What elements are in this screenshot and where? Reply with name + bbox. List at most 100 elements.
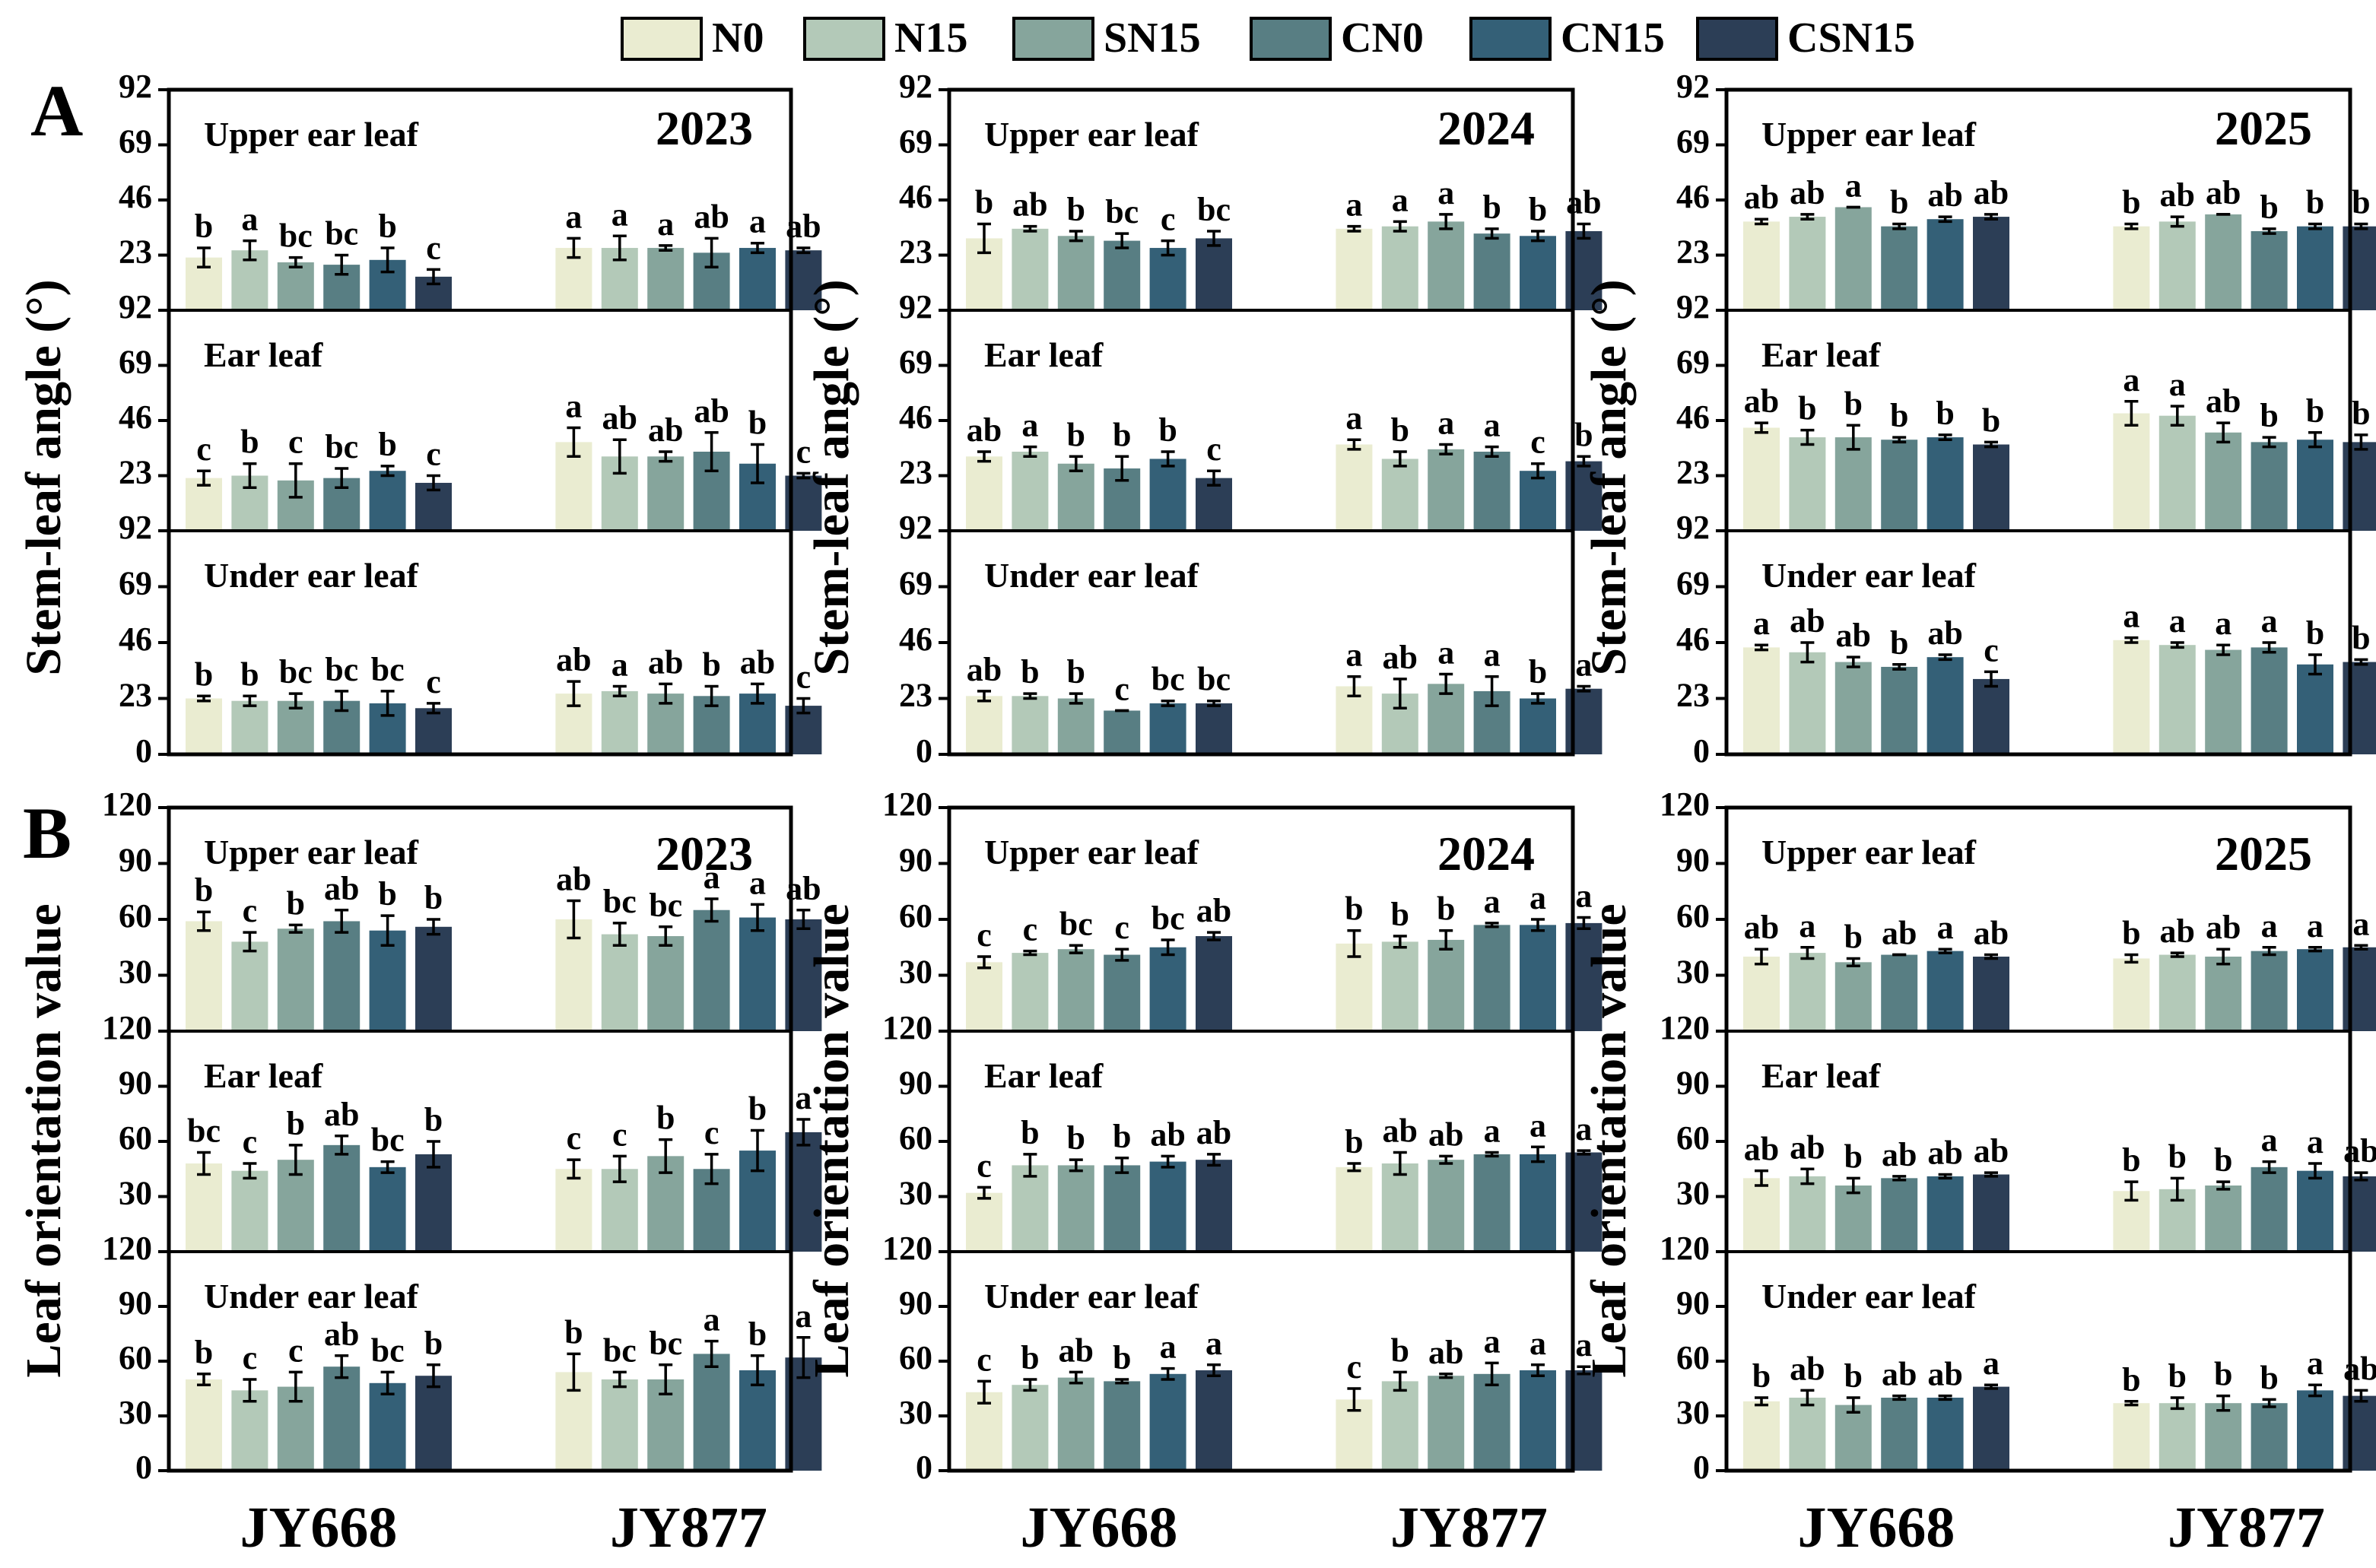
bar-jy877-n0 xyxy=(2113,413,2150,531)
significance-letter: ab xyxy=(1383,1113,1418,1150)
significance-letter: b xyxy=(1844,918,1863,955)
significance-letter: b xyxy=(1482,189,1501,226)
bar-jy877-n15 xyxy=(1381,459,1418,531)
significance-letter: a xyxy=(1529,1106,1546,1144)
y-tick-label: 30 xyxy=(1676,1394,1710,1431)
significance-letter: a xyxy=(704,1301,720,1338)
significance-letter: bc xyxy=(371,651,405,688)
significance-letter: ab xyxy=(1974,1132,2009,1170)
plot-frame xyxy=(167,87,793,757)
year-label: 2024 xyxy=(1437,101,1535,155)
significance-letter: ab xyxy=(648,411,683,449)
significance-letter: a xyxy=(2123,598,2139,635)
significance-letter: a xyxy=(1345,399,1362,436)
x-category-label: JY877 xyxy=(610,1496,767,1560)
subplot-title: Under ear leaf xyxy=(204,1277,419,1316)
bar-jy877-csn15 xyxy=(2343,442,2376,531)
significance-letter: c xyxy=(243,1339,258,1376)
bar-jy668-n15 xyxy=(1012,696,1049,754)
significance-letter: b xyxy=(378,875,396,913)
significance-letter: bc xyxy=(1197,661,1231,698)
significance-letter: b xyxy=(2352,395,2370,432)
significance-letter: a xyxy=(2307,1123,2324,1160)
significance-letter: b xyxy=(1890,397,1908,434)
y-tick-label: 46 xyxy=(1676,178,1710,215)
y-axis-title: Stem-leaf angle (°) xyxy=(804,279,859,675)
y-axis-title: Leaf orientation value xyxy=(804,903,859,1377)
bar-jy877-cn0 xyxy=(693,1354,730,1471)
bar-jy877-cn15 xyxy=(739,917,776,1031)
y-tick-label: 46 xyxy=(899,178,932,215)
bar-jy877-cn15 xyxy=(1520,698,1556,754)
significance-letter: b xyxy=(564,1313,583,1351)
y-tick-label: 120 xyxy=(882,1230,932,1267)
significance-letter: b xyxy=(240,424,259,461)
bar-jy668-csn15 xyxy=(1196,936,1232,1031)
y-tick-label: 69 xyxy=(1676,123,1710,160)
bar-jy668-cn0 xyxy=(1104,710,1141,754)
legend-item-n0: N0 xyxy=(621,14,764,62)
significance-letter: a xyxy=(565,387,582,424)
significance-letter: b xyxy=(2214,1141,2232,1179)
y-tick-label: 69 xyxy=(899,344,932,381)
legend-swatch xyxy=(1696,17,1778,61)
significance-letter: a xyxy=(1937,909,1954,946)
significance-letter: bc xyxy=(1151,900,1185,937)
bar-jy877-sn15 xyxy=(2205,649,2242,754)
y-tick-label: 92 xyxy=(1676,509,1710,546)
significance-letter: bc xyxy=(603,883,637,920)
significance-letter: a xyxy=(2261,907,2278,944)
significance-letter: b xyxy=(748,1090,767,1128)
significance-letter: b xyxy=(195,208,213,245)
bar-jy877-cn15 xyxy=(1520,925,1556,1031)
significance-letter: b xyxy=(1067,191,1085,228)
bar-jy877-cn0 xyxy=(1473,1154,1510,1252)
significance-letter: bc xyxy=(649,887,682,924)
bar-jy877-cn15 xyxy=(2297,664,2333,754)
bar-jy668-cn15 xyxy=(1149,459,1186,531)
y-tick-label: 90 xyxy=(1676,1065,1710,1102)
bar-jy668-cn0 xyxy=(1104,1381,1141,1471)
bar-jy668-cn0 xyxy=(1104,954,1141,1031)
y-tick-label: 23 xyxy=(899,677,932,714)
bar-jy877-n0 xyxy=(2113,1403,2150,1471)
bar-jy877-cn0 xyxy=(2251,230,2288,310)
significance-letter: b xyxy=(975,184,993,221)
subplot-title: Ear leaf xyxy=(984,335,1104,374)
significance-letter: a xyxy=(2169,366,2186,403)
bar-jy668-n15 xyxy=(231,941,268,1031)
y-axis-title: Leaf orientation value xyxy=(1581,903,1637,1377)
legend-item-cn15: CN15 xyxy=(1469,14,1665,62)
significance-letter: b xyxy=(1844,1357,1863,1395)
bar-jy668-n15 xyxy=(1012,451,1049,531)
y-tick-label: 46 xyxy=(899,621,932,658)
panel-label-a: A xyxy=(30,70,83,151)
legend-item-n15: N15 xyxy=(803,14,967,62)
panel-label-b: B xyxy=(23,792,71,874)
significance-letter: ab xyxy=(1744,1131,1779,1168)
significance-letter: ab xyxy=(1882,1356,1917,1393)
significance-letter: b xyxy=(2214,1356,2232,1393)
legend-swatch xyxy=(621,17,703,61)
y-tick-label: 90 xyxy=(899,842,932,879)
significance-letter: a xyxy=(2261,1122,2278,1159)
significance-letter: a xyxy=(1753,605,1770,642)
significance-letter: b xyxy=(2260,1359,2278,1396)
significance-letter: b xyxy=(287,1105,305,1142)
y-tick-label: 60 xyxy=(1676,1339,1710,1376)
significance-letter: bc xyxy=(371,1332,405,1369)
significance-letter: b xyxy=(748,405,767,442)
legend-label: CN0 xyxy=(1341,14,1424,62)
y-tick-label: 60 xyxy=(119,1339,152,1376)
bar-jy877-sn15 xyxy=(647,456,685,531)
bar-jy877-cn15 xyxy=(1520,1154,1556,1252)
significance-letter: b xyxy=(1021,1339,1039,1376)
significance-letter: c xyxy=(1161,201,1176,238)
bar-jy668-n15 xyxy=(1789,652,1826,754)
